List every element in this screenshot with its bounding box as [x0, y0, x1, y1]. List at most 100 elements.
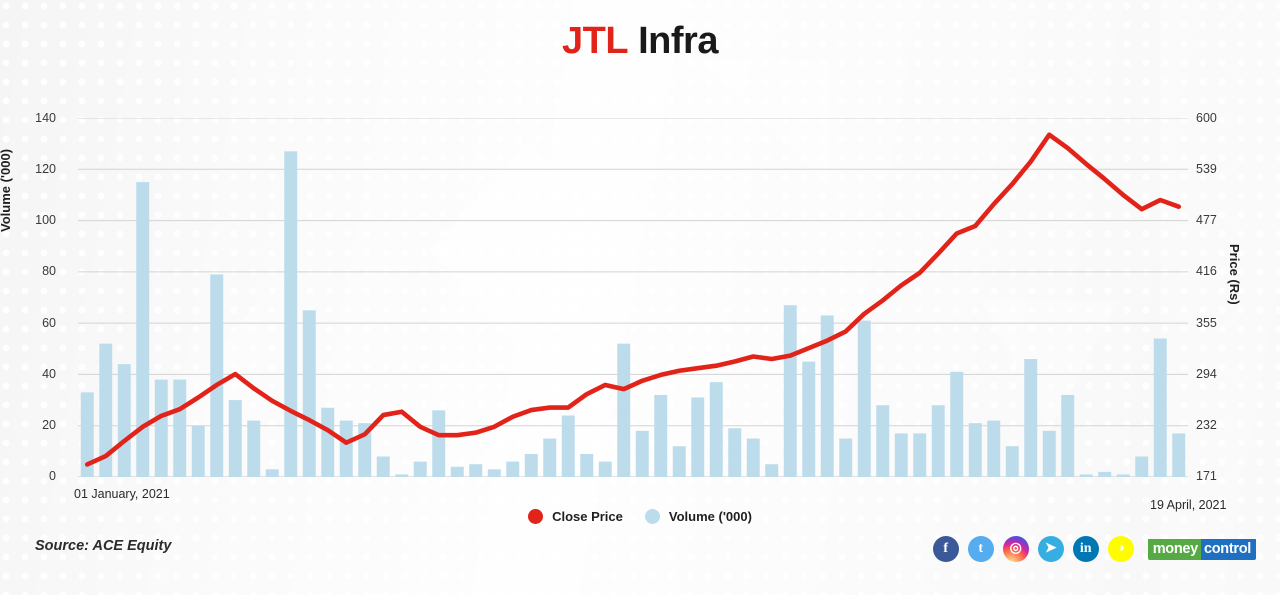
- twitter-icon[interactable]: t: [967, 536, 994, 562]
- volume-bar: [765, 464, 779, 477]
- chart-svg: [78, 118, 1188, 477]
- snapchat-icon[interactable]: ◑: [1107, 536, 1134, 562]
- volume-bar: [876, 405, 890, 477]
- volume-bar: [691, 397, 705, 477]
- volume-bar: [839, 438, 853, 477]
- volume-bar: [524, 453, 538, 477]
- volume-bar: [321, 407, 335, 477]
- legend-item-volume[interactable]: Volume ('000): [644, 509, 752, 524]
- y-left-tick-80: 80: [42, 264, 56, 278]
- volume-bar: [543, 438, 557, 477]
- volume-bar: [1135, 456, 1149, 477]
- volume-bar: [968, 423, 982, 477]
- volume-bar: [1116, 474, 1130, 477]
- legend-label-close-price: Close Price: [552, 509, 623, 524]
- volume-bar: [746, 438, 760, 477]
- title-secondary: Infra: [638, 20, 718, 62]
- chart-plot-area: [78, 118, 1188, 477]
- source-attribution: Source: ACE Equity: [35, 538, 172, 554]
- volume-bar: [413, 461, 427, 477]
- legend-label-volume: Volume ('000): [668, 509, 752, 524]
- legend-item-close-price[interactable]: Close Price: [528, 509, 623, 524]
- y-right-tick-294: 294: [1196, 367, 1217, 381]
- y-right-tick-416: 416: [1196, 264, 1217, 278]
- facebook-icon[interactable]: f: [932, 536, 959, 562]
- volume-bar: [80, 392, 94, 477]
- y-left-tick-60: 60: [42, 316, 56, 330]
- chart-legend: Close Price Volume ('000): [0, 509, 1280, 524]
- volume-bar: [783, 305, 797, 477]
- volume-bar: [913, 433, 927, 477]
- social-links-bar: f t ◎ ➤ in ◑ money control: [932, 536, 1256, 562]
- x-axis-start-label: 01 January, 2021: [74, 487, 170, 501]
- y-right-tick-477: 477: [1196, 213, 1217, 227]
- volume-bar: [339, 420, 353, 477]
- title-primary: JTL: [562, 20, 629, 62]
- volume-bar: [1005, 446, 1019, 477]
- volume-bar: [894, 433, 908, 477]
- volume-bar: [802, 361, 816, 477]
- volume-bar: [173, 379, 187, 477]
- volume-bar: [709, 382, 723, 477]
- volume-bar: [580, 453, 594, 477]
- volume-bar: [654, 394, 668, 477]
- volume-bar: [1153, 338, 1167, 477]
- volume-bars-group: [80, 151, 1186, 477]
- y-right-tick-171: 171: [1196, 469, 1217, 483]
- y-left-tick-20: 20: [42, 418, 56, 432]
- volume-bar: [1024, 359, 1038, 477]
- volume-bar: [395, 474, 409, 477]
- y-right-tick-232: 232: [1196, 418, 1217, 432]
- instagram-icon[interactable]: ◎: [1002, 536, 1029, 562]
- volume-bar: [136, 182, 150, 477]
- volume-bar: [450, 466, 464, 477]
- volume-bar: [154, 379, 168, 477]
- volume-bar: [1079, 474, 1093, 477]
- volume-bar: [117, 364, 131, 477]
- y-right-tick-539: 539: [1196, 162, 1217, 176]
- y-left-tick-120: 120: [35, 162, 56, 176]
- volume-bar: [487, 469, 501, 477]
- legend-marker-volume: [644, 509, 660, 524]
- legend-marker-close-price: [528, 509, 544, 524]
- y-left-tick-0: 0: [49, 469, 56, 483]
- volume-bar: [1098, 471, 1112, 477]
- close-price-line: [84, 132, 1182, 467]
- y-left-tick-40: 40: [42, 367, 56, 381]
- volume-bar: [617, 343, 631, 477]
- volume-bar: [857, 320, 871, 477]
- volume-bar: [1172, 433, 1186, 477]
- volume-bar: [1042, 430, 1056, 477]
- page-title: JTL Infra: [0, 20, 1280, 63]
- volume-bar: [820, 315, 834, 477]
- volume-bar: [432, 410, 446, 477]
- y-right-tick-600: 600: [1196, 111, 1217, 125]
- chart-gridlines: [78, 118, 1188, 477]
- x-axis-end-label: 19 April, 2021: [1150, 498, 1227, 512]
- moneycontrol-logo-money: money: [1147, 538, 1201, 560]
- volume-bar: [672, 446, 686, 477]
- volume-bar: [506, 461, 520, 477]
- volume-bar: [265, 469, 279, 477]
- y-left-tick-100: 100: [35, 213, 56, 227]
- y-axis-left-title: Volume ('000): [0, 148, 13, 232]
- volume-bar: [950, 371, 964, 477]
- volume-bar: [635, 430, 649, 477]
- y-left-tick-140: 140: [35, 111, 56, 125]
- telegram-icon[interactable]: ➤: [1037, 536, 1064, 562]
- y-right-tick-355: 355: [1196, 316, 1217, 330]
- volume-bar: [191, 425, 205, 477]
- volume-bar: [598, 461, 612, 477]
- linkedin-icon[interactable]: in: [1072, 536, 1099, 562]
- volume-bar: [469, 464, 483, 477]
- volume-bar: [99, 343, 113, 477]
- y-axis-right-title: Price (Rs): [1227, 244, 1242, 305]
- volume-bar: [302, 310, 316, 477]
- moneycontrol-logo[interactable]: money control: [1147, 538, 1256, 560]
- volume-bar: [1061, 394, 1075, 477]
- volume-bar: [228, 400, 242, 477]
- volume-bar: [247, 420, 261, 477]
- moneycontrol-logo-control: control: [1200, 538, 1256, 560]
- volume-bar: [561, 415, 575, 477]
- volume-bar: [931, 405, 945, 477]
